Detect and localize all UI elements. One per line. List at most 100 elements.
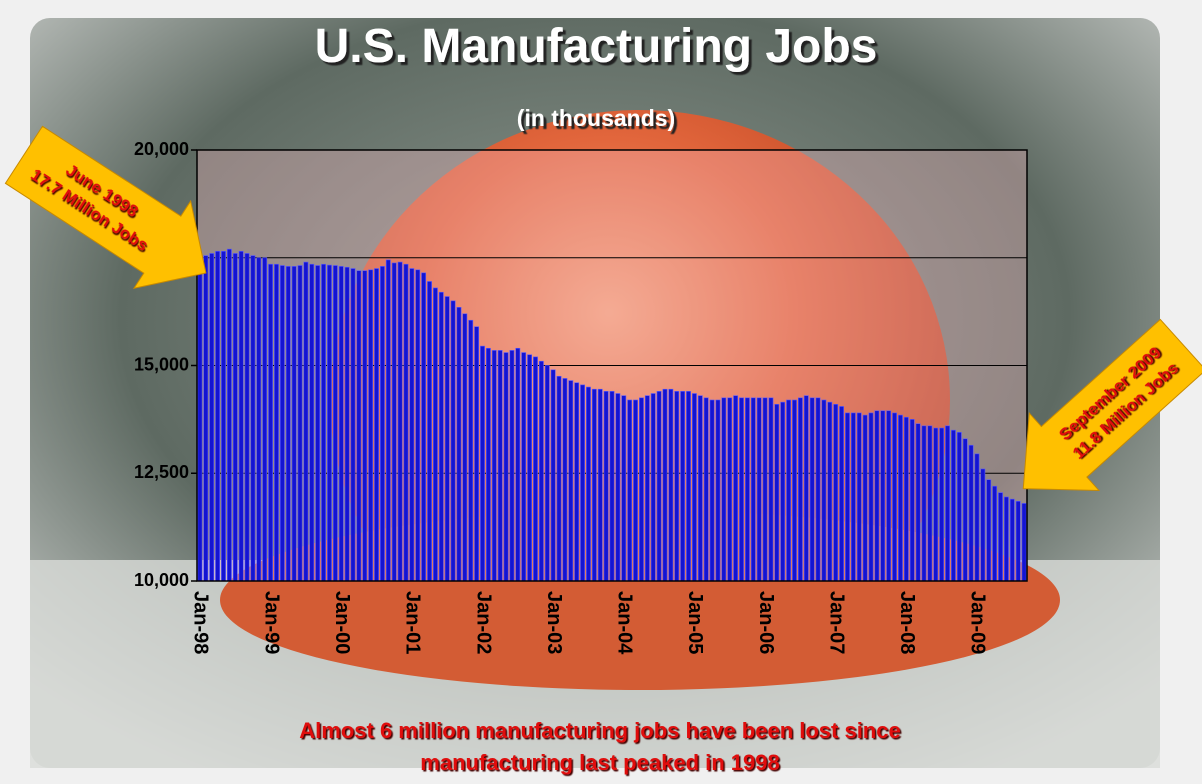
bar (197, 257, 203, 582)
bar (480, 345, 485, 582)
bar (945, 425, 950, 582)
x-tick-label: Jan-08 (896, 591, 918, 654)
bar (933, 427, 939, 582)
x-tick-label: Jan-06 (755, 591, 777, 654)
bar (279, 265, 285, 582)
x-tick-label: Jan-07 (825, 591, 847, 654)
bar (385, 259, 391, 582)
footnote: manufacturing last peaked in 1998 (420, 750, 779, 775)
bar (998, 492, 1003, 582)
bar (827, 401, 833, 582)
bar (362, 270, 368, 582)
bar (556, 375, 562, 582)
bar (338, 266, 344, 582)
bar (274, 263, 279, 582)
bar (485, 347, 491, 582)
bar (668, 388, 674, 582)
bar (238, 250, 244, 582)
bar (921, 425, 927, 582)
bar (950, 429, 956, 582)
bar (697, 395, 703, 582)
bar (503, 352, 509, 582)
bar (786, 399, 792, 582)
bar (474, 326, 480, 582)
bar (639, 397, 644, 582)
bar (580, 384, 585, 582)
bar (309, 263, 315, 582)
x-tick-label: Jan-02 (472, 591, 494, 654)
bar (809, 397, 815, 582)
arrow-shape (4, 125, 207, 290)
bar (456, 307, 462, 582)
bar (544, 365, 550, 582)
bar (350, 268, 356, 582)
bar (986, 479, 992, 582)
arrow-shape (1022, 318, 1202, 491)
y-tick-label: 15,000 (134, 354, 189, 374)
bar (315, 265, 321, 582)
bar (909, 419, 915, 582)
bar (409, 268, 415, 582)
x-tick-label: Jan-01 (402, 591, 424, 654)
bar (874, 410, 880, 582)
bar (968, 444, 974, 582)
y-tick-label: 20,000 (134, 139, 189, 159)
bar (250, 255, 256, 582)
bar (715, 399, 721, 582)
bar (432, 287, 438, 582)
bar (226, 248, 232, 582)
bar (209, 253, 215, 582)
bar (803, 395, 809, 582)
bar (397, 261, 403, 582)
bar (980, 468, 986, 582)
bar (586, 386, 591, 582)
bar (515, 347, 521, 582)
bar (427, 281, 432, 582)
bar (521, 352, 527, 582)
bar (538, 360, 544, 582)
bar (1003, 496, 1009, 582)
bar (862, 414, 868, 582)
bar (1015, 500, 1021, 582)
bar (821, 399, 827, 582)
bar (974, 453, 980, 582)
bar (733, 395, 739, 582)
bar (574, 382, 580, 582)
bar (845, 412, 850, 582)
bar (780, 401, 786, 582)
bar (627, 399, 633, 582)
x-tick-label: Jan-99 (260, 591, 282, 654)
bar (703, 397, 709, 582)
footnote: Almost 6 million manufacturing jobs have… (299, 718, 900, 743)
chart-subtitle: (in thousands) (517, 105, 675, 131)
bar (1021, 503, 1027, 582)
bar (868, 412, 874, 582)
bar (421, 272, 427, 582)
x-tick-label: Jan-05 (684, 591, 706, 654)
bar (215, 250, 221, 582)
bar (262, 257, 268, 582)
bar (462, 313, 468, 582)
bar (438, 291, 444, 582)
bar (815, 397, 821, 582)
bar (680, 391, 686, 582)
bar (285, 266, 291, 582)
bar (727, 397, 733, 582)
bar (662, 388, 668, 582)
bar (509, 350, 515, 582)
bar (633, 399, 638, 582)
bar (391, 262, 397, 582)
bar (833, 403, 839, 582)
plot-area: 10,00012,50015,00017,50020,000Jan-98Jan-… (134, 139, 1027, 655)
bar (380, 266, 385, 582)
bar (244, 253, 250, 582)
bar (615, 393, 621, 582)
bar (497, 350, 503, 582)
x-tick-label: Jan-00 (331, 591, 353, 654)
bar (886, 410, 892, 582)
bar (744, 397, 750, 582)
bar (774, 403, 780, 582)
bar (597, 388, 603, 582)
y-tick-label: 12,500 (134, 462, 189, 482)
